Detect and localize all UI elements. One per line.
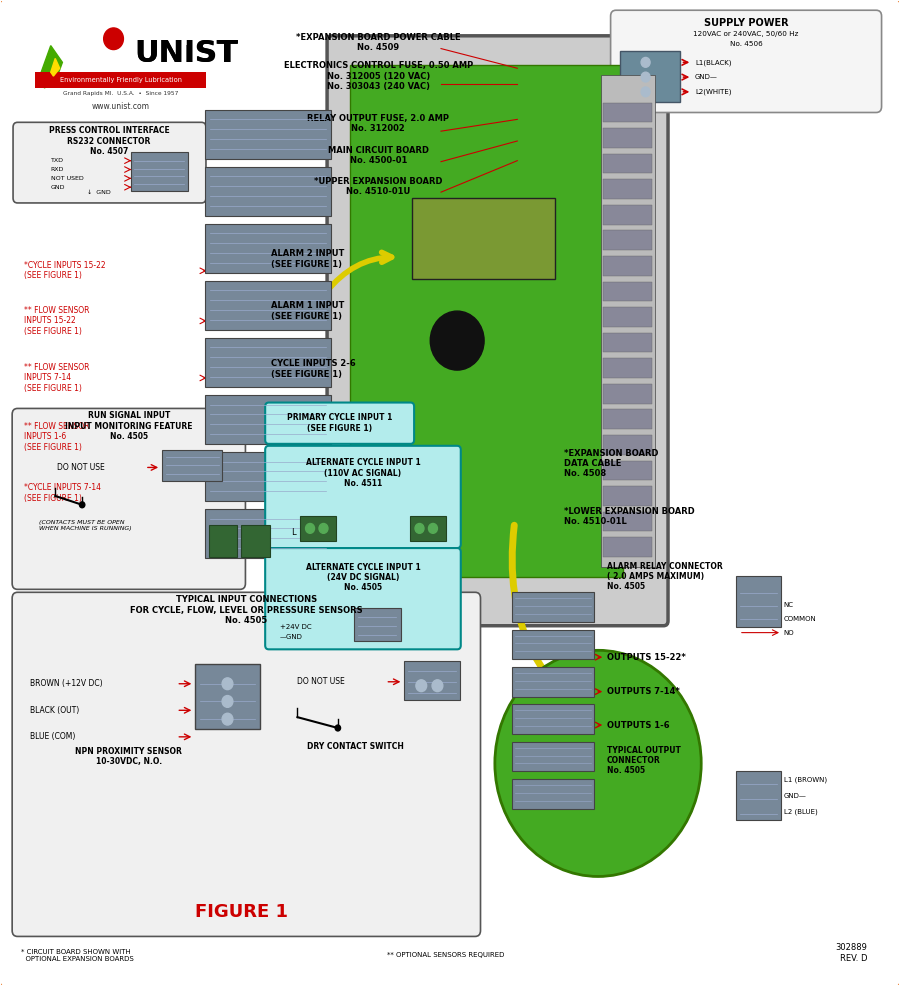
- FancyBboxPatch shape: [13, 408, 246, 590]
- Text: RELAY OUTPUT FUSE, 2.0 AMP
No. 312002: RELAY OUTPUT FUSE, 2.0 AMP No. 312002: [307, 113, 449, 133]
- Text: L: L: [292, 528, 296, 536]
- Text: ALARM RELAY CONNECTOR
( 2.0 AMPS MAXIMUM)
No. 4505: ALARM RELAY CONNECTOR ( 2.0 AMPS MAXIMUM…: [607, 562, 723, 592]
- Circle shape: [335, 725, 340, 731]
- FancyBboxPatch shape: [602, 154, 652, 174]
- Text: PRIMARY CYCLE INPUT 1
(SEE FIGURE 1): PRIMARY CYCLE INPUT 1 (SEE FIGURE 1): [287, 413, 392, 433]
- FancyBboxPatch shape: [205, 509, 330, 558]
- FancyBboxPatch shape: [205, 281, 330, 329]
- Text: Environmentally Friendly Lubrication: Environmentally Friendly Lubrication: [59, 77, 182, 83]
- Text: BLACK (OUT): BLACK (OUT): [30, 706, 79, 715]
- Text: ** FLOW SENSOR
INPUTS 15-22
(SEE FIGURE 1): ** FLOW SENSOR INPUTS 15-22 (SEE FIGURE …: [23, 306, 89, 336]
- FancyBboxPatch shape: [209, 526, 238, 557]
- Text: NC: NC: [784, 602, 794, 608]
- Text: UNIST: UNIST: [134, 39, 238, 68]
- Text: DRY CONTACT SWITCH: DRY CONTACT SWITCH: [308, 742, 404, 751]
- FancyBboxPatch shape: [512, 630, 595, 660]
- Text: TXD: TXD: [50, 158, 64, 163]
- Text: *EXPANSION BOARD POWER CABLE
No. 4509: *EXPANSION BOARD POWER CABLE No. 4509: [296, 33, 461, 52]
- FancyBboxPatch shape: [602, 358, 652, 378]
- Text: 120VAC or 240VAC, 50/60 Hz: 120VAC or 240VAC, 50/60 Hz: [693, 31, 799, 36]
- Text: ** FLOW SENSOR
INPUTS 7-14
(SEE FIGURE 1): ** FLOW SENSOR INPUTS 7-14 (SEE FIGURE 1…: [23, 363, 89, 392]
- FancyBboxPatch shape: [404, 662, 460, 700]
- Polygon shape: [50, 58, 59, 76]
- FancyBboxPatch shape: [205, 167, 330, 216]
- Circle shape: [430, 312, 484, 370]
- Text: L2(WHITE): L2(WHITE): [695, 89, 732, 95]
- Text: UNıST: UNıST: [134, 39, 238, 68]
- Text: * CIRCUIT BOARD SHOWN WITH
  OPTIONAL EXPANSION BOARDS: * CIRCUIT BOARD SHOWN WITH OPTIONAL EXPA…: [21, 949, 134, 961]
- Text: NOT USED: NOT USED: [50, 176, 84, 180]
- Text: MAIN CIRCUIT BOARD
No. 4500-01: MAIN CIRCUIT BOARD No. 4500-01: [328, 146, 428, 166]
- Circle shape: [305, 524, 314, 533]
- FancyBboxPatch shape: [14, 122, 206, 203]
- FancyBboxPatch shape: [512, 668, 595, 696]
- Circle shape: [432, 679, 443, 691]
- Circle shape: [641, 72, 650, 82]
- FancyBboxPatch shape: [602, 435, 652, 455]
- FancyBboxPatch shape: [602, 409, 652, 429]
- Text: BLUE (COM): BLUE (COM): [30, 733, 76, 741]
- FancyBboxPatch shape: [512, 704, 595, 734]
- FancyBboxPatch shape: [349, 65, 623, 577]
- FancyBboxPatch shape: [205, 109, 330, 159]
- FancyBboxPatch shape: [410, 516, 446, 541]
- FancyBboxPatch shape: [162, 450, 222, 481]
- Text: ALARM 2 INPUT
(SEE FIGURE 1): ALARM 2 INPUT (SEE FIGURE 1): [271, 249, 344, 269]
- Text: GND—: GND—: [784, 793, 806, 799]
- Text: *UPPER EXPANSION BOARD
No. 4510-01U: *UPPER EXPANSION BOARD No. 4510-01U: [314, 176, 443, 196]
- FancyBboxPatch shape: [266, 402, 414, 444]
- FancyBboxPatch shape: [205, 452, 330, 501]
- FancyBboxPatch shape: [736, 576, 781, 627]
- Text: —GND: —GND: [280, 634, 302, 640]
- Text: ** OPTIONAL SENSORS REQUIRED: ** OPTIONAL SENSORS REQUIRED: [387, 952, 505, 958]
- Text: OUTPUTS 15-22*: OUTPUTS 15-22*: [607, 653, 686, 662]
- Circle shape: [428, 524, 437, 533]
- FancyBboxPatch shape: [602, 537, 652, 557]
- Text: NPN PROXIMITY SENSOR
10-30VDC, N.O.: NPN PROXIMITY SENSOR 10-30VDC, N.O.: [76, 746, 182, 766]
- FancyBboxPatch shape: [412, 198, 555, 279]
- FancyBboxPatch shape: [602, 205, 652, 225]
- Text: TYPICAL INPUT CONNECTIONS
FOR CYCLE, FLOW, LEVEL OR PRESSURE SENSORS
No. 4505: TYPICAL INPUT CONNECTIONS FOR CYCLE, FLO…: [130, 596, 363, 625]
- Circle shape: [416, 679, 427, 691]
- Text: ELECTRONICS CONTROL FUSE, 0.50 AMP
No. 312005 (120 VAC)
No. 303043 (240 VAC): ELECTRONICS CONTROL FUSE, 0.50 AMP No. 3…: [284, 61, 472, 91]
- FancyBboxPatch shape: [602, 179, 652, 199]
- Text: *CYCLE INPUTS 7-14
(SEE FIGURE 1): *CYCLE INPUTS 7-14 (SEE FIGURE 1): [23, 483, 101, 503]
- Text: GND: GND: [50, 184, 65, 189]
- Text: L1 (BROWN): L1 (BROWN): [784, 777, 827, 783]
- Text: 302889
REV. D: 302889 REV. D: [835, 944, 868, 963]
- FancyBboxPatch shape: [602, 128, 652, 148]
- Circle shape: [641, 57, 650, 67]
- Text: BROWN (+12V DC): BROWN (+12V DC): [30, 679, 103, 688]
- FancyBboxPatch shape: [266, 548, 461, 650]
- Text: Grand Rapids MI.  U.S.A.  •  Since 1957: Grand Rapids MI. U.S.A. • Since 1957: [63, 92, 178, 97]
- FancyBboxPatch shape: [602, 103, 652, 122]
- Circle shape: [319, 524, 328, 533]
- Text: NO: NO: [784, 630, 795, 636]
- FancyBboxPatch shape: [600, 75, 654, 567]
- Circle shape: [222, 713, 233, 725]
- Text: GND—: GND—: [695, 74, 718, 80]
- Text: ** FLOW SENSOR
INPUTS 1-6
(SEE FIGURE 1): ** FLOW SENSOR INPUTS 1-6 (SEE FIGURE 1): [23, 422, 89, 452]
- Text: COMMON: COMMON: [784, 616, 816, 622]
- Text: ALTERNATE CYCLE INPUT 1
(110V AC SIGNAL)
No. 4511: ALTERNATE CYCLE INPUT 1 (110V AC SIGNAL)…: [306, 458, 420, 488]
- FancyBboxPatch shape: [241, 526, 270, 557]
- FancyBboxPatch shape: [13, 593, 481, 937]
- Text: SUPPLY POWER: SUPPLY POWER: [704, 18, 788, 28]
- Text: L1(BLACK): L1(BLACK): [695, 59, 732, 66]
- Text: DO NOT USE: DO NOT USE: [298, 677, 346, 686]
- Text: *LOWER EXPANSION BOARD
No. 4510-01L: *LOWER EXPANSION BOARD No. 4510-01L: [564, 507, 695, 527]
- FancyBboxPatch shape: [301, 516, 336, 541]
- Text: *EXPANSION BOARD
DATA CABLE
No. 4508: *EXPANSION BOARD DATA CABLE No. 4508: [564, 449, 659, 478]
- Text: (CONTACTS MUST BE OPEN
WHEN MACHINE IS RUNNING): (CONTACTS MUST BE OPEN WHEN MACHINE IS R…: [39, 520, 131, 530]
- FancyBboxPatch shape: [602, 512, 652, 531]
- FancyBboxPatch shape: [35, 72, 206, 88]
- FancyBboxPatch shape: [736, 771, 781, 820]
- FancyBboxPatch shape: [130, 152, 188, 191]
- FancyBboxPatch shape: [205, 337, 330, 387]
- Text: N: N: [433, 528, 439, 536]
- FancyBboxPatch shape: [327, 35, 668, 626]
- Circle shape: [104, 28, 123, 49]
- Text: +24V DC: +24V DC: [280, 624, 311, 630]
- FancyBboxPatch shape: [620, 50, 680, 102]
